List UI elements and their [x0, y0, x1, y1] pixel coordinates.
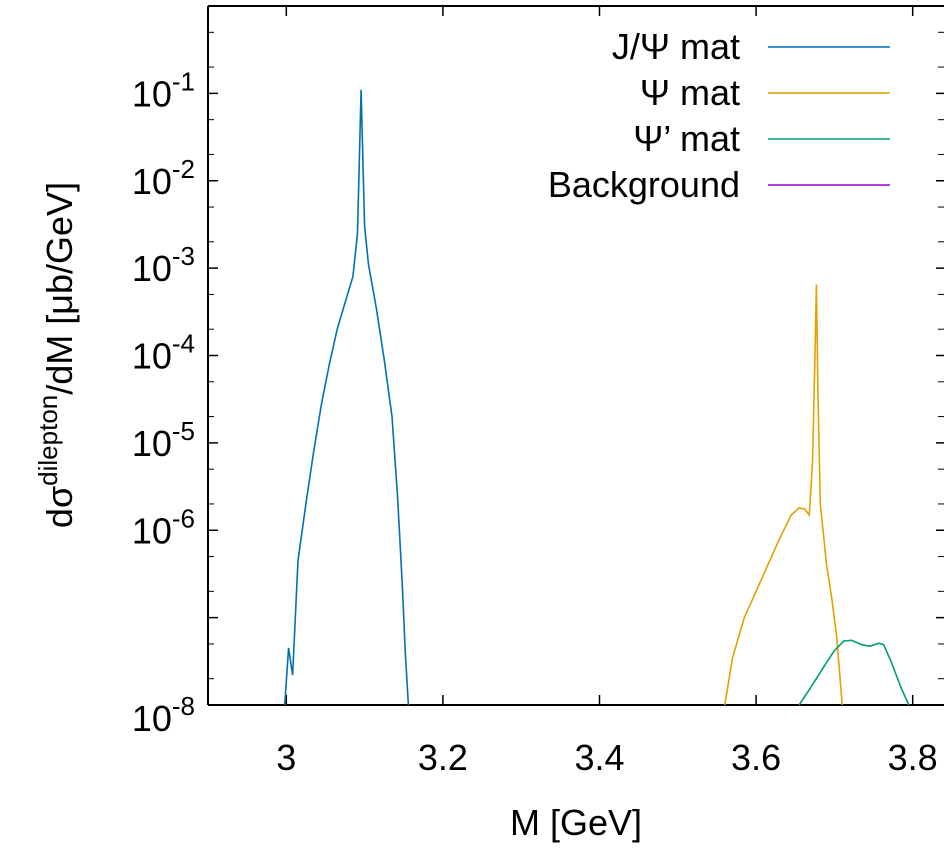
series-line-2: [798, 639, 910, 706]
y-tick-label: 10-6: [132, 503, 195, 551]
y-tick-label-base: 10: [132, 161, 172, 202]
y-tick-label: 10-1: [132, 66, 195, 114]
x-axis-label: M [GeV]: [510, 802, 642, 843]
y-tick-label-base: 10: [132, 423, 172, 464]
y-tick-label-base: 10: [132, 248, 172, 289]
y-tick-label: 10-8: [132, 691, 195, 739]
y-tick-label: 10-5: [132, 416, 195, 464]
y-axis-label-suffix: /dM [μb/GeV]: [39, 182, 80, 395]
y-tick-label-base: 10: [132, 510, 172, 551]
y-tick-label-exponent: -1: [172, 66, 195, 96]
series-layer: [283, 89, 910, 706]
y-tick-label-exponent: -2: [172, 154, 195, 184]
y-tick-label-base: 10: [132, 698, 172, 739]
series-line-0: [283, 89, 410, 706]
x-tick-label: 3.2: [418, 737, 468, 778]
legend-label-0: J/Ψ mat: [612, 26, 740, 67]
y-tick-label-exponent: -6: [172, 503, 195, 533]
y-tick-label: 10-3: [132, 241, 195, 289]
legend: J/Ψ mat Ψ mat Ψ’ mat Background: [548, 26, 890, 205]
x-tick-label: 3: [276, 737, 296, 778]
y-tick-label-exponent: -8: [172, 691, 195, 721]
axis-ticks: [208, 6, 944, 706]
y-axis-label: dσdilepton/dM [μb/GeV]: [33, 182, 80, 528]
y-tick-label-exponent: -4: [172, 329, 195, 359]
x-tick-label: 3.8: [888, 737, 938, 778]
x-tick-label: 3.4: [574, 737, 624, 778]
tick-labels: 10-110-210-310-410-510-610-83 3.2 3.4 3.6 3.…: [132, 66, 938, 778]
y-tick-label-exponent: -5: [172, 416, 195, 446]
y-axis-label-prefix: dσ: [39, 486, 80, 528]
x-tick-label: 3.6: [731, 737, 781, 778]
y-tick-label: 10-2: [132, 154, 195, 202]
y-tick-label: 10-4: [132, 329, 195, 377]
y-tick-label-base: 10: [132, 336, 172, 377]
legend-label-1: Ψ mat: [640, 72, 740, 113]
y-tick-label-base: 10: [132, 73, 172, 114]
legend-label-2: Ψ’ mat: [633, 118, 740, 159]
y-axis-label-superscript: dilepton: [33, 395, 63, 486]
series-line-1: [724, 284, 843, 706]
legend-label-3: Background: [548, 164, 740, 205]
y-tick-label-exponent: -3: [172, 241, 195, 271]
